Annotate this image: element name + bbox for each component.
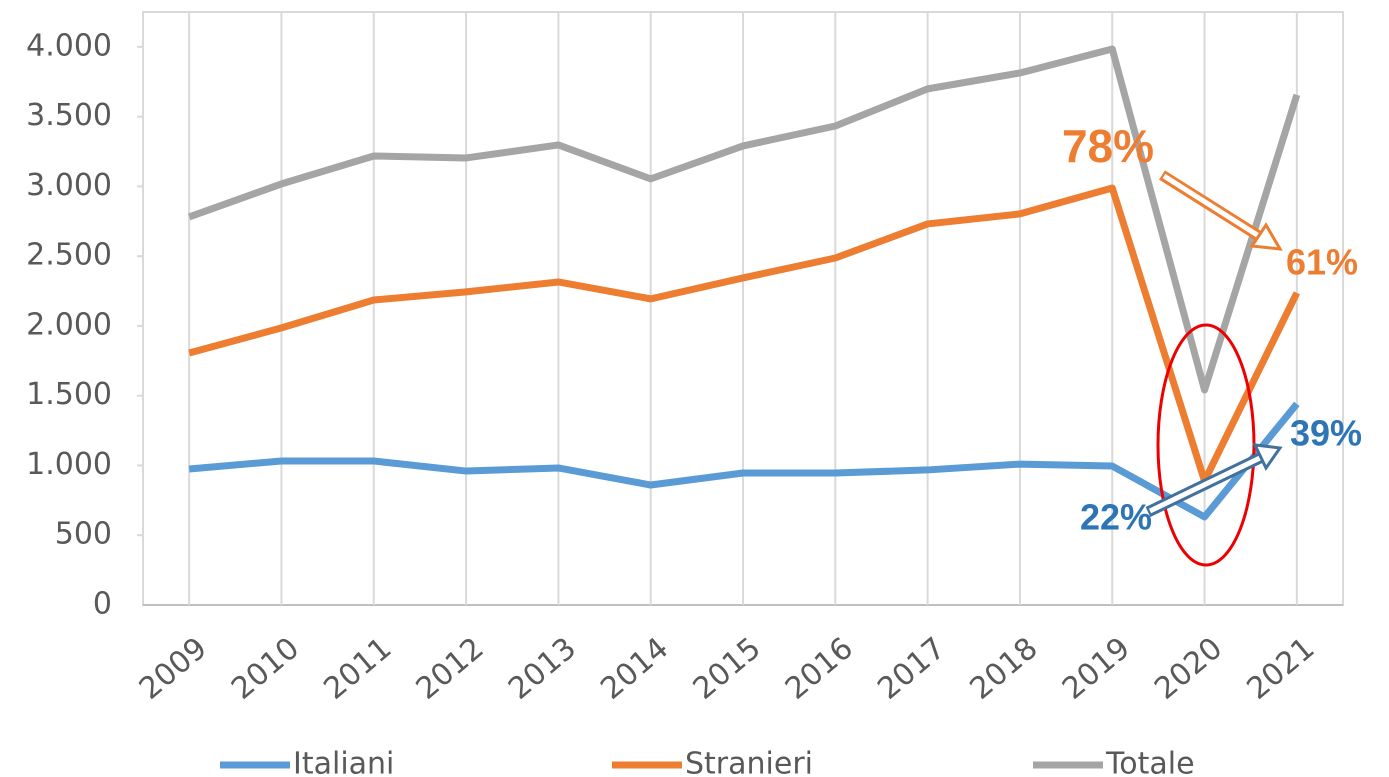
y-tick-label: 1.000 bbox=[26, 447, 112, 482]
x-tick-label: 2014 bbox=[594, 631, 675, 707]
x-tick-label: 2012 bbox=[410, 631, 491, 707]
annotation: 39% bbox=[1290, 413, 1362, 454]
legend-label: Totale bbox=[1105, 747, 1195, 777]
series-line bbox=[188, 401, 1300, 521]
legend-label: Italiani bbox=[293, 747, 394, 777]
lines bbox=[187, 45, 1301, 521]
y-tick-label: 0 bbox=[93, 587, 112, 622]
series-line bbox=[187, 45, 1301, 394]
y-tick-label: 2.000 bbox=[26, 307, 112, 342]
blue-arrow bbox=[1145, 443, 1283, 517]
legend-label: Stranieri bbox=[685, 747, 813, 777]
y-tick-label: 4.000 bbox=[26, 28, 112, 63]
y-tick-label: 1.500 bbox=[26, 377, 112, 412]
x-tick-label: 2015 bbox=[687, 631, 768, 707]
x-tick-label: 2011 bbox=[317, 631, 398, 707]
orange-arrow bbox=[1159, 170, 1283, 251]
x-tick-label: 2019 bbox=[1056, 631, 1137, 707]
x-tick-label: 2010 bbox=[225, 631, 306, 707]
y-tick-label: 3.000 bbox=[26, 168, 112, 203]
highlight-ellipse bbox=[1156, 323, 1256, 567]
grid bbox=[137, 12, 1343, 606]
x-tick-label: 2021 bbox=[1240, 631, 1321, 707]
x-tick-label: 2020 bbox=[1148, 631, 1229, 707]
y-tick-label: 500 bbox=[55, 517, 112, 552]
x-tick-label: 2009 bbox=[133, 631, 214, 707]
annotation: 61% bbox=[1286, 242, 1358, 283]
x-tick-label: 2018 bbox=[964, 631, 1045, 707]
y-tick-label: 3.500 bbox=[26, 98, 112, 133]
series-line bbox=[188, 184, 1300, 485]
annotation: 78% bbox=[1062, 120, 1154, 172]
annotation: 22% bbox=[1080, 497, 1152, 538]
y-tick-label: 2.500 bbox=[26, 238, 112, 273]
x-tick-label: 2013 bbox=[502, 631, 583, 707]
x-tick-label: 2017 bbox=[871, 631, 952, 707]
x-tick-label: 2016 bbox=[779, 631, 860, 707]
